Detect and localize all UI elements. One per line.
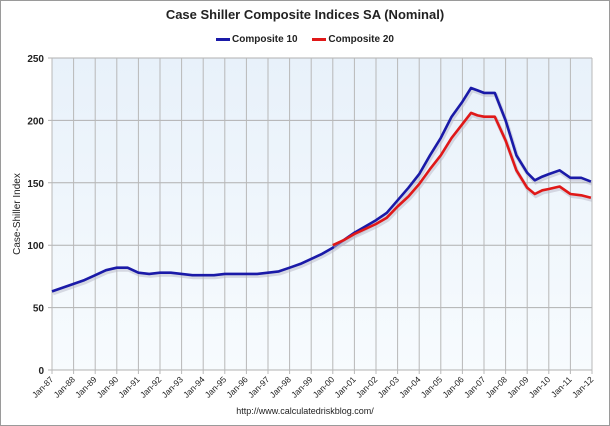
series-shadow [332, 112, 593, 250]
y-axis-label: Case-Shiller Index [12, 173, 23, 255]
x-tick-label: Jan-11 [549, 374, 574, 399]
x-tick-label: Jan-10 [527, 374, 553, 400]
legend-label: Composite 10 [232, 34, 298, 45]
x-tick-label: Jan-03 [376, 374, 402, 400]
x-tick-label: Jan-00 [311, 374, 337, 400]
series-line-composite-10 [51, 86, 592, 293]
x-tick-label: Jan-95 [203, 374, 229, 400]
y-tick-label: 150 [27, 179, 44, 190]
x-tick-label: Jan-98 [268, 374, 294, 400]
x-tick-label: Jan-87 [30, 374, 56, 400]
x-tick-label: Jan-88 [52, 374, 78, 400]
x-tick-label: Jan-12 [570, 374, 596, 400]
x-tick-label: Jan-07 [462, 374, 488, 400]
x-tick-label: Jan-92 [138, 374, 164, 400]
x-tick-label: Jan-97 [246, 374, 272, 400]
x-tick-label: Jan-06 [440, 374, 466, 400]
x-tick-label: Jan-05 [419, 374, 445, 400]
legend-swatch [312, 37, 327, 41]
legend-item-composite-10: Composite 10 [216, 34, 298, 45]
x-tick-label: Jan-09 [505, 374, 531, 400]
x-tick-label: Jan-96 [224, 374, 250, 400]
y-tick-label: 250 [27, 54, 44, 65]
legend-swatch [216, 37, 231, 41]
x-tick-label: Jan-93 [160, 374, 186, 400]
legend-item-composite-20: Composite 20 [312, 34, 394, 45]
source-url: http://www.calculatedriskblog.com/ [236, 406, 374, 416]
x-tick-label: Jan-02 [354, 374, 380, 400]
x-tick-label: Jan-01 [332, 374, 358, 400]
y-tick-label: 50 [33, 304, 45, 315]
x-tick-label: Jan-89 [73, 374, 99, 400]
x-tick-label: Jan-04 [397, 374, 423, 400]
y-tick-label: 200 [27, 116, 44, 127]
legend-label: Composite 20 [328, 34, 394, 45]
y-tick-label: 100 [27, 241, 44, 252]
x-tick-label: Jan-94 [181, 374, 207, 400]
legend: Composite 10 Composite 20 [0, 34, 610, 45]
chart-title: Case Shiller Composite Indices SA (Nomin… [165, 7, 445, 22]
x-tick-label: Jan-08 [484, 374, 510, 400]
y-tick-label: 0 [38, 366, 44, 377]
series-line-composite-20 [332, 111, 592, 247]
x-tick-label: Jan-91 [116, 374, 142, 400]
plot-background [52, 58, 592, 370]
x-tick-label: Jan-90 [95, 374, 121, 400]
x-tick-label: Jan-99 [289, 374, 315, 400]
